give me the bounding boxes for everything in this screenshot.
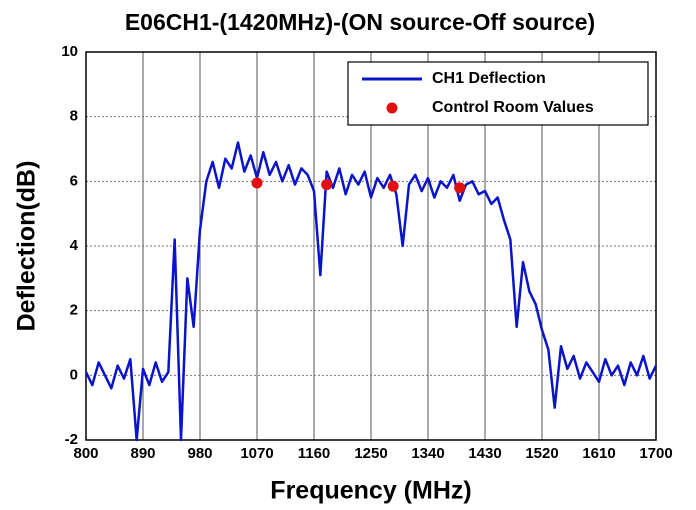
data-point bbox=[387, 180, 399, 192]
x-tick-label: 1520 bbox=[525, 445, 558, 462]
x-tick-label: 1610 bbox=[582, 445, 615, 462]
data-point bbox=[321, 179, 333, 191]
x-axis-label: Frequency (MHz) bbox=[270, 477, 471, 505]
y-axis-label: Deflection(dB) bbox=[13, 161, 41, 332]
data-point bbox=[454, 182, 466, 194]
x-tick-label: 1250 bbox=[354, 445, 387, 462]
y-tick-label: 6 bbox=[70, 172, 78, 189]
y-tick-label: 0 bbox=[70, 366, 78, 383]
plot-frame bbox=[85, 51, 657, 441]
x-tick-label: 1160 bbox=[298, 445, 331, 462]
x-tick-label: 1700 bbox=[639, 445, 672, 462]
legend-label: CH1 Deflection bbox=[432, 70, 546, 87]
x-tick-label: 1430 bbox=[468, 445, 501, 462]
y-tick-label: 2 bbox=[70, 302, 78, 319]
legend-box bbox=[347, 61, 649, 126]
x-tick-label: 980 bbox=[187, 445, 212, 462]
x-tick-label: 800 bbox=[73, 445, 98, 462]
x-tick-label: 1340 bbox=[411, 445, 444, 462]
legend-label: Control Room Values bbox=[432, 99, 594, 116]
y-tick-label: 8 bbox=[70, 108, 78, 125]
y-tick-label: 10 bbox=[61, 43, 78, 60]
y-tick-label: 4 bbox=[70, 237, 79, 254]
data-line bbox=[84, 141, 658, 442]
x-tick-label: 890 bbox=[130, 445, 155, 462]
y-tick-label: -2 bbox=[65, 431, 78, 448]
chart-title: E06CH1-(1420MHz)-(ON source-Off source) bbox=[125, 9, 595, 35]
data-point bbox=[251, 177, 263, 189]
legend-marker bbox=[386, 102, 398, 114]
x-tick-label: 1070 bbox=[240, 445, 273, 462]
